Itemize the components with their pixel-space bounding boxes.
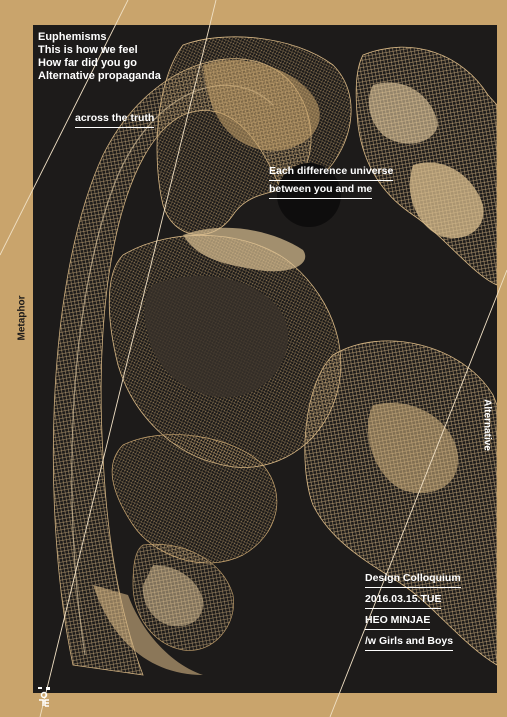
event-title: Design Colloquium [365,572,461,588]
diagonal-line [39,0,217,717]
side-label-right: Alternative [481,399,493,451]
event-speaker: HEO MINJAE [365,614,431,630]
event-date: 2016.03.15.TUE [365,593,442,609]
artwork-panel [33,25,497,693]
center-circle [277,163,341,227]
event-with: /w Girls and Boys [365,635,454,651]
headline-line: This is how we feel [38,44,138,56]
headline-line: Euphemisms [38,31,107,43]
diagonal-line [0,0,129,256]
abstract-artwork [52,36,497,676]
headline-line: How far did you go [38,57,137,69]
center-line: Each difference universe [269,165,394,181]
side-label-left: Metaphor [16,295,28,341]
logo-icon [38,687,50,707]
tagline: across the truth [75,112,155,128]
headline-line: Alternative propaganda [38,70,161,82]
center-text: Each difference universe between you and… [269,165,394,199]
center-line: between you and me [269,183,373,199]
headline-block: Euphemisms This is how we feel How far d… [38,31,161,83]
diagonal-line [329,269,507,717]
